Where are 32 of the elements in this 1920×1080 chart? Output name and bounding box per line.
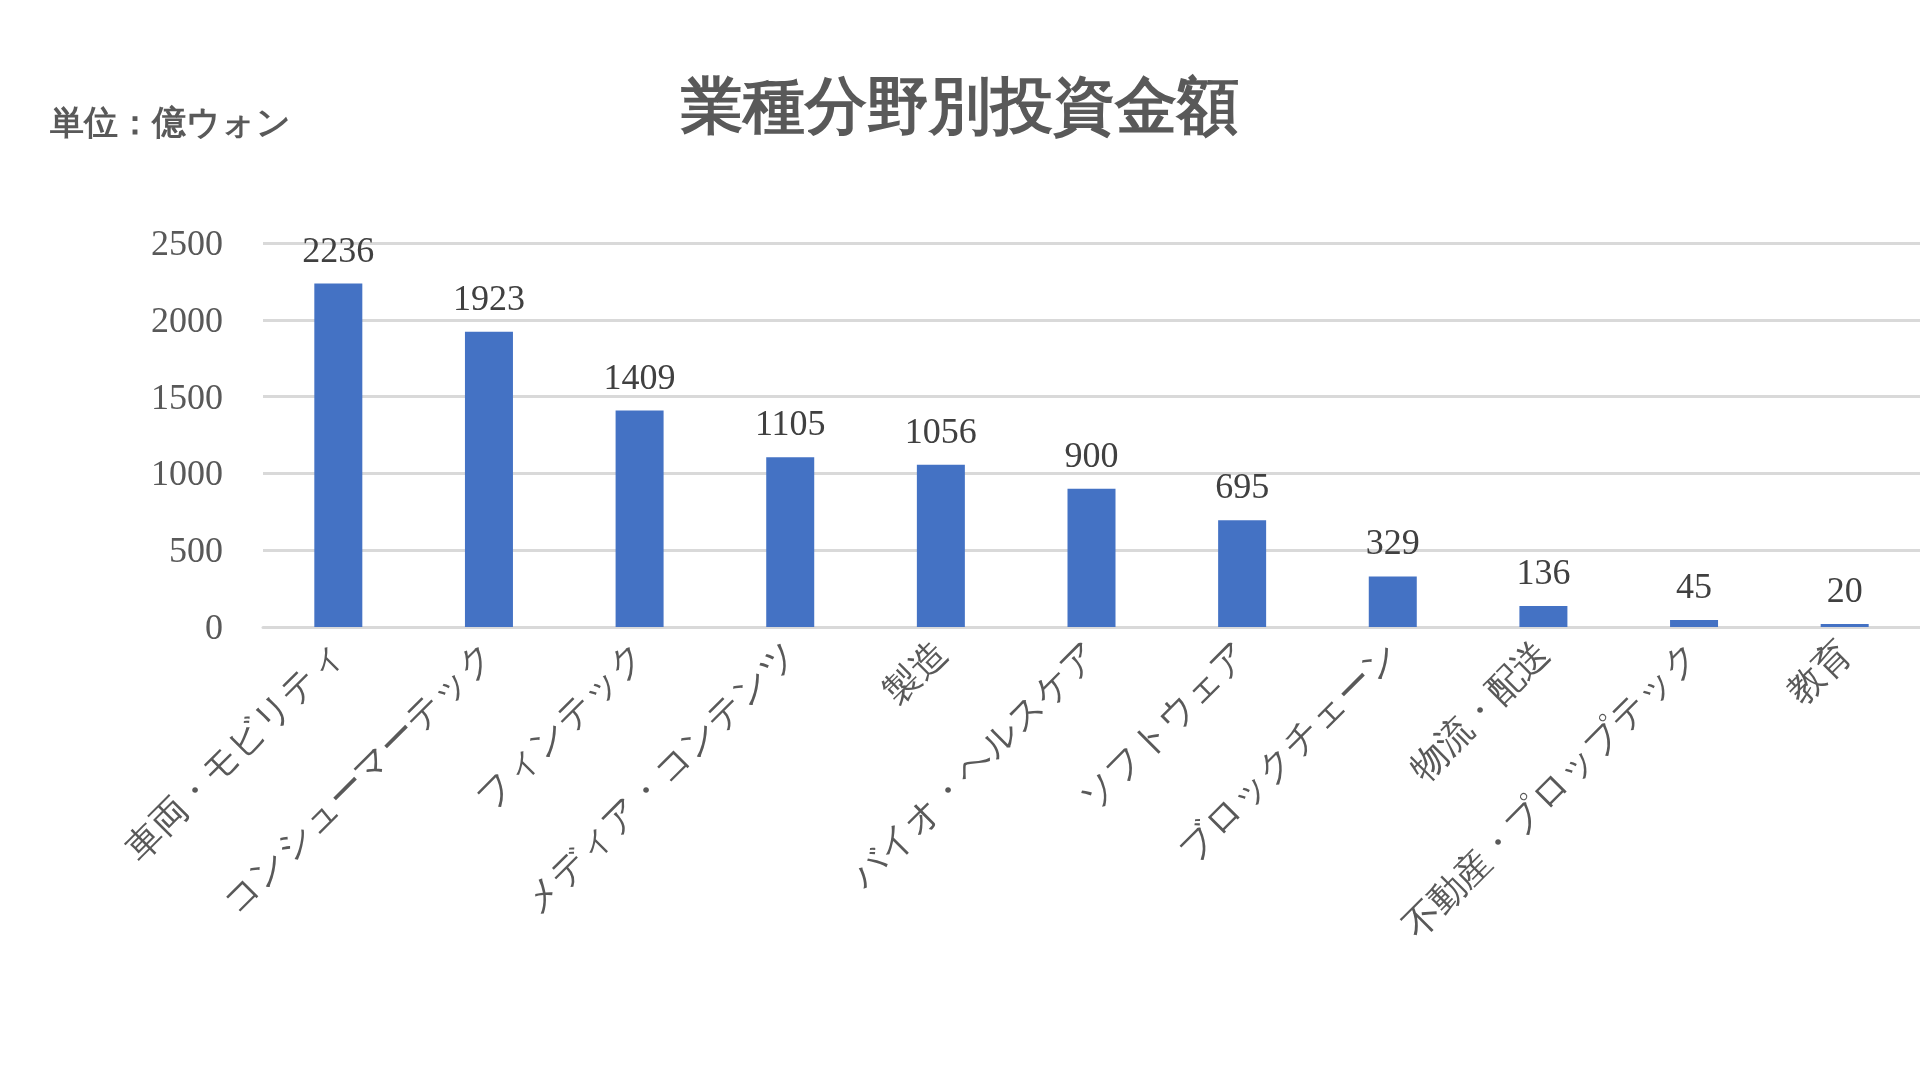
bar <box>314 283 363 627</box>
y-tick-label: 0 <box>205 607 223 647</box>
data-label: 2236 <box>302 229 375 270</box>
y-tick-label: 1500 <box>151 376 223 417</box>
bar <box>1368 576 1417 627</box>
data-label: 695 <box>1215 466 1270 507</box>
x-tick-label: 教育 <box>1779 632 1859 713</box>
data-label: 136 <box>1516 552 1571 593</box>
y-tick-label: 1000 <box>151 453 223 494</box>
x-tick-label: 製造 <box>875 632 956 713</box>
data-label: 900 <box>1064 434 1119 475</box>
data-label: 1056 <box>904 410 977 451</box>
bar <box>1519 606 1568 627</box>
data-label: 1105 <box>754 403 826 444</box>
data-label: 1923 <box>452 277 525 318</box>
bar <box>464 331 513 627</box>
data-label: 45 <box>1676 566 1713 607</box>
data-label: 1409 <box>603 356 676 397</box>
y-tick-label: 500 <box>169 530 223 571</box>
data-label: 329 <box>1365 522 1420 563</box>
bar <box>1670 620 1719 627</box>
bar <box>916 464 965 627</box>
bar <box>1067 488 1116 627</box>
y-tick-label: 2500 <box>151 223 223 263</box>
chart-title: 業種分野別投資金額 <box>680 72 1239 140</box>
text: 単位：億ウォン <box>50 103 291 141</box>
bar <box>615 410 664 627</box>
bar <box>1218 520 1267 627</box>
y-tick-label: 2000 <box>151 299 223 340</box>
bar <box>1820 623 1869 627</box>
bar <box>766 457 815 627</box>
data-label: 20 <box>1826 569 1863 610</box>
